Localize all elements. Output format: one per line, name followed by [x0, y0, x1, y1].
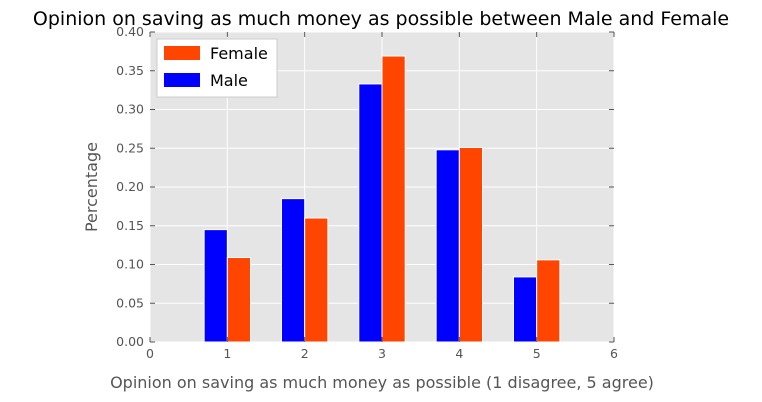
y-tick-label: 0.10: [116, 257, 144, 272]
y-tick-label: 0.40: [116, 24, 144, 39]
bar-female-5: [536, 259, 561, 343]
bar-male-1: [203, 229, 228, 343]
x-tick-label: 4: [455, 346, 463, 361]
bar-male-4: [435, 149, 460, 343]
ticks: 0 1 2 3 4 5 6 0.00 0.05 0.10 0.15 0.20 0.25 0.30 0.35 0…: [116, 24, 618, 361]
legend-swatch-female: [164, 46, 200, 60]
y-tick-label: 0.25: [116, 140, 144, 155]
y-tick-label: 0.35: [116, 63, 144, 78]
legend-label-male: Male: [210, 71, 248, 90]
y-tick-label: 0.15: [116, 218, 144, 233]
x-tick-label: 3: [378, 346, 386, 361]
x-tick-label: 0: [146, 346, 154, 361]
chart-title: Opinion on saving as much money as possi…: [33, 8, 729, 30]
y-tick-label: 0.05: [116, 295, 144, 310]
bar-female-3: [381, 55, 406, 343]
bar-female-1: [226, 257, 252, 343]
legend-label-female: Female: [210, 44, 268, 63]
x-tick-label: 2: [301, 346, 309, 361]
y-tick-label: 0.30: [116, 102, 144, 117]
bar-female-4: [458, 146, 484, 343]
bar-female-2: [304, 217, 329, 343]
bar-male-5: [512, 276, 538, 343]
y-tick-label: 0.20: [116, 179, 144, 194]
bar-male-2: [280, 198, 306, 343]
legend: Female Male: [156, 38, 278, 98]
legend-swatch-male: [164, 73, 200, 87]
bars: [203, 55, 561, 343]
x-tick-label: 6: [610, 346, 618, 361]
x-tick-label: 1: [223, 346, 231, 361]
y-axis-label: Percentage: [82, 142, 101, 232]
x-axis-label: Opinion on saving as much money as possi…: [110, 373, 654, 392]
x-tick-label: 5: [533, 346, 541, 361]
y-tick-label: 0.00: [116, 334, 144, 349]
bar-male-3: [358, 83, 383, 343]
